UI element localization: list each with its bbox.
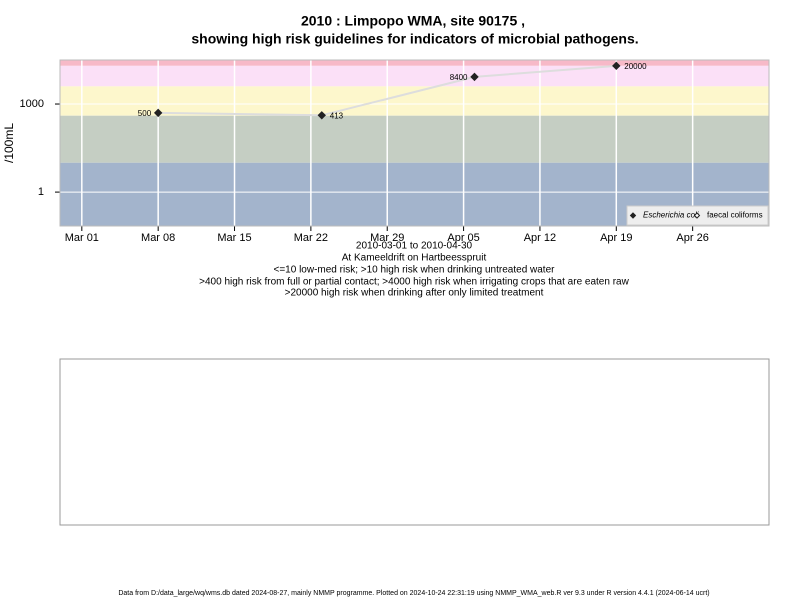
y-tick-label: 1000 bbox=[20, 98, 44, 110]
x-tick-label: Apr 19 bbox=[600, 232, 632, 244]
note: >400 high risk from full or partial cont… bbox=[199, 277, 629, 288]
x-tick-label: Mar 08 bbox=[141, 232, 175, 244]
plot-frame bbox=[59, 59, 770, 227]
risk-band bbox=[60, 115, 769, 163]
risk-band bbox=[60, 86, 769, 116]
legend-label: faecal coliforms bbox=[707, 211, 763, 220]
x-tick-label: Apr 26 bbox=[676, 232, 708, 244]
x-tick-label: Mar 15 bbox=[217, 232, 251, 244]
empty-panel bbox=[59, 358, 770, 526]
x-axis-label: 2010-03-01 to 2010-04-30 bbox=[356, 241, 473, 252]
legend-marker bbox=[693, 212, 701, 219]
x-tick-label: Apr 12 bbox=[524, 232, 556, 244]
series-line bbox=[158, 64, 617, 117]
y-axis-label: /100mL bbox=[2, 123, 16, 163]
data-point bbox=[612, 61, 621, 71]
data-label: 413 bbox=[330, 111, 344, 120]
data-point bbox=[317, 111, 326, 120]
legend-marker bbox=[629, 212, 637, 219]
risk-band bbox=[60, 60, 769, 66]
y-tick-label: 1 bbox=[38, 186, 44, 198]
note: <=10 low-med risk; >10 high risk when dr… bbox=[274, 265, 556, 276]
chart-title: 2010 : Limpopo WMA, site 90175 , bbox=[301, 13, 525, 29]
risk-band bbox=[60, 65, 769, 87]
x-tick-label: Mar 22 bbox=[294, 232, 328, 244]
chart-subtitle: showing high risk guidelines for indicat… bbox=[191, 31, 638, 47]
data-point bbox=[470, 72, 479, 82]
data-point bbox=[153, 108, 163, 118]
legend-label: Escherichia coli bbox=[643, 211, 699, 220]
site-label: At Kameeldrift on Hartbeesspruit bbox=[342, 253, 487, 264]
note: >20000 high risk when drinking after onl… bbox=[285, 288, 544, 299]
data-label: 20000 bbox=[624, 62, 647, 71]
footer: Data from D:/data_large/wq/wms.db dated … bbox=[118, 590, 709, 597]
data-label: 500 bbox=[138, 109, 152, 118]
data-label: 8400 bbox=[450, 73, 468, 82]
x-tick-label: Apr 05 bbox=[447, 232, 479, 244]
x-tick-label: Mar 01 bbox=[65, 232, 99, 244]
x-tick-label: Mar 29 bbox=[370, 232, 404, 244]
